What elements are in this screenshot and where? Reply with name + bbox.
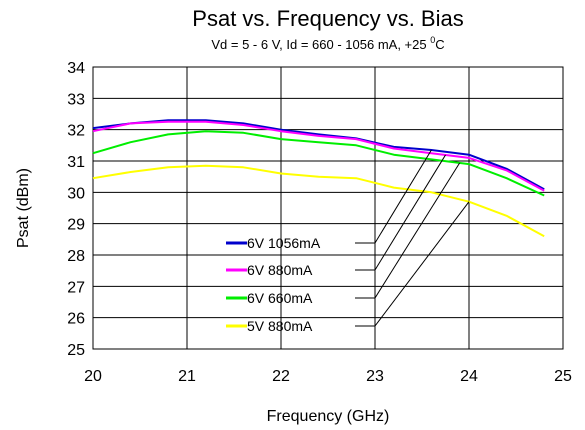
x-tick-labels: 20 21 22 23 24 25 bbox=[84, 368, 572, 385]
leader-line-4 bbox=[374, 201, 470, 327]
series-line-4 bbox=[92, 164, 545, 238]
x-tick-label: 23 bbox=[366, 368, 384, 385]
legend-leader-lines bbox=[355, 149, 470, 327]
legend: 6V 1056mA 6V 880mA 6V 660mA 5V 880mA bbox=[226, 235, 321, 334]
x-tick-label: 22 bbox=[272, 368, 290, 385]
y-tick-labels: 25 26 27 28 29 30 31 32 33 34 bbox=[67, 60, 85, 359]
y-tick-label: 34 bbox=[67, 60, 85, 77]
legend-label-4: 5V 880mA bbox=[247, 318, 313, 334]
y-axis-label: Psat (dBm) bbox=[15, 168, 32, 248]
leader-line-3 bbox=[374, 162, 461, 299]
leader-line-2 bbox=[374, 154, 446, 271]
chart-title: Psat vs. Frequency vs. Bias bbox=[192, 6, 463, 31]
leader-line-1 bbox=[374, 149, 432, 244]
legend-label-3: 6V 660mA bbox=[247, 290, 313, 306]
y-tick-label: 31 bbox=[67, 154, 85, 171]
y-tick-label: 30 bbox=[67, 185, 85, 202]
subtitle-superscript: 0 bbox=[430, 35, 435, 45]
subtitle-unit: C bbox=[435, 37, 444, 52]
x-axis-label: Frequency (GHz) bbox=[267, 408, 390, 425]
series-line-1 bbox=[92, 119, 545, 191]
legend-label-1: 6V 1056mA bbox=[247, 235, 321, 251]
y-tick-label: 26 bbox=[67, 311, 85, 328]
y-tick-label: 27 bbox=[67, 279, 85, 296]
y-tick-label: 25 bbox=[67, 342, 85, 359]
series-line-2 bbox=[92, 120, 545, 192]
x-tick-label: 24 bbox=[460, 368, 478, 385]
series-lines bbox=[92, 119, 545, 238]
plot-grid bbox=[92, 66, 564, 350]
x-tick-label: 25 bbox=[554, 368, 572, 385]
legend-label-2: 6V 880mA bbox=[247, 262, 313, 278]
series-line-3 bbox=[92, 130, 545, 197]
chart-subtitle: Vd = 5 - 6 V, Id = 660 - 1056 mA, +25 0C bbox=[211, 35, 444, 52]
x-tick-label: 21 bbox=[178, 368, 196, 385]
y-tick-label: 28 bbox=[67, 248, 85, 265]
plot-area-frame bbox=[92, 66, 564, 350]
subtitle-main: Vd = 5 - 6 V, Id = 660 - 1056 mA, +25 bbox=[211, 37, 430, 52]
x-tick-label: 20 bbox=[84, 368, 102, 385]
y-tick-label: 29 bbox=[67, 217, 85, 234]
y-tick-label: 32 bbox=[67, 123, 85, 140]
y-tick-label: 33 bbox=[67, 91, 85, 108]
